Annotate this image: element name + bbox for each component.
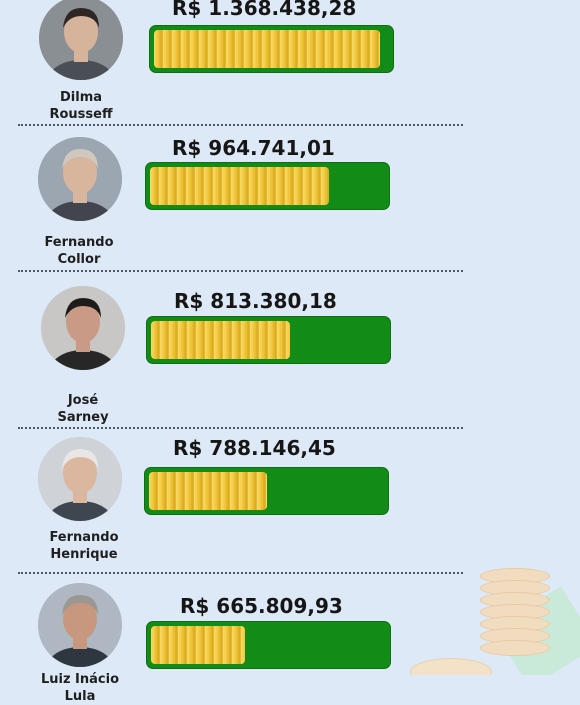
politician-name: Fernando Henrique bbox=[49, 530, 119, 562]
progress-bar bbox=[144, 467, 389, 515]
portrait-photo-icon bbox=[41, 286, 125, 370]
amount-label: R$ 665.809,93 bbox=[180, 594, 343, 618]
coin-fill bbox=[150, 167, 329, 205]
portrait-photo-icon bbox=[39, 0, 123, 80]
amount-label: R$ 788.146,45 bbox=[173, 436, 336, 460]
amount-label: R$ 813.380,18 bbox=[174, 289, 337, 313]
portrait-photo-icon bbox=[38, 437, 122, 521]
politician-name: José Sarney bbox=[57, 393, 109, 425]
progress-bar bbox=[145, 162, 390, 210]
coin-fill bbox=[149, 472, 267, 510]
politician-name: Luiz Inácio Lula bbox=[40, 672, 120, 704]
coin-stack-decoration bbox=[410, 560, 580, 675]
portrait-photo-icon bbox=[38, 583, 122, 667]
divider bbox=[18, 572, 463, 574]
politician-name: Dilma Rousseff bbox=[49, 90, 113, 122]
progress-bar bbox=[146, 316, 391, 364]
coin-fill bbox=[154, 30, 380, 68]
divider bbox=[18, 427, 463, 429]
politician-name: Fernando Collor bbox=[44, 235, 114, 267]
amount-label: R$ 1.368.438,28 bbox=[172, 0, 357, 20]
coin-icon bbox=[480, 640, 550, 656]
coin-icon bbox=[410, 658, 492, 675]
coin-fill bbox=[151, 626, 245, 664]
amount-label: R$ 964.741,01 bbox=[172, 136, 335, 160]
progress-bar bbox=[149, 25, 394, 73]
coin-fill bbox=[151, 321, 290, 359]
divider bbox=[18, 124, 463, 126]
portrait-photo-icon bbox=[38, 137, 122, 221]
progress-bar bbox=[146, 621, 391, 669]
divider bbox=[18, 270, 463, 272]
